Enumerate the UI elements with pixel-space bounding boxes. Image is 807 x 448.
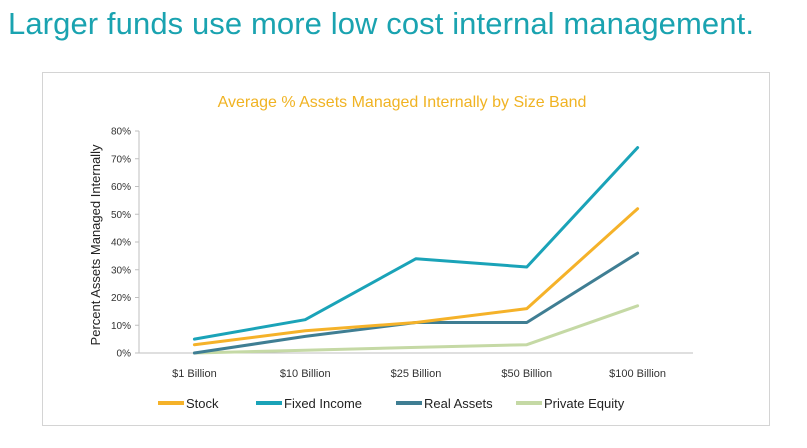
legend-label: Real Assets — [424, 396, 493, 411]
x-tick-label: $50 Billion — [501, 368, 552, 380]
line-chart: Average % Assets Managed Internally by S… — [88, 94, 693, 411]
series-line-stock — [192, 207, 640, 347]
y-tick-label: 60% — [111, 182, 131, 193]
series-line-private-equity — [192, 304, 640, 355]
chart-title: Average % Assets Managed Internally by S… — [218, 94, 587, 111]
x-axis: $1 Billion $10 Billion $25 Billion $50 Bill… — [139, 352, 693, 380]
legend: Stock Fixed Income Real Assets Private Equi… — [158, 396, 625, 411]
x-tick-label: $10 Billion — [280, 368, 331, 380]
legend-label: Private Equity — [544, 396, 625, 411]
y-tick-label: 50% — [111, 210, 131, 221]
legend-label: Fixed Income — [284, 396, 362, 411]
slide-title: Larger funds use more low cost internal … — [8, 6, 755, 41]
series-line-fixed-income — [192, 146, 640, 341]
x-tick-label: $1 Billion — [172, 368, 217, 380]
y-tick-label: 30% — [111, 265, 131, 276]
y-tick-label: 20% — [111, 293, 131, 304]
legend-label: Stock — [186, 396, 219, 411]
x-tick-label: $25 Billion — [391, 368, 442, 380]
y-axis: 0% 10% 20% 30% 40% 50% 60% 70% 80% — [111, 127, 140, 360]
y-tick-label: 0% — [117, 349, 132, 360]
x-tick-label: $100 Billion — [609, 368, 666, 380]
chart-frame: Average % Assets Managed Internally by S… — [42, 72, 770, 426]
y-axis-title: Percent Assets Managed Internally — [88, 144, 103, 345]
series-lines — [192, 146, 640, 355]
y-tick-label: 70% — [111, 154, 131, 165]
y-tick-label: 80% — [111, 127, 131, 138]
y-tick-label: 40% — [111, 238, 131, 249]
y-tick-label: 10% — [111, 321, 131, 332]
